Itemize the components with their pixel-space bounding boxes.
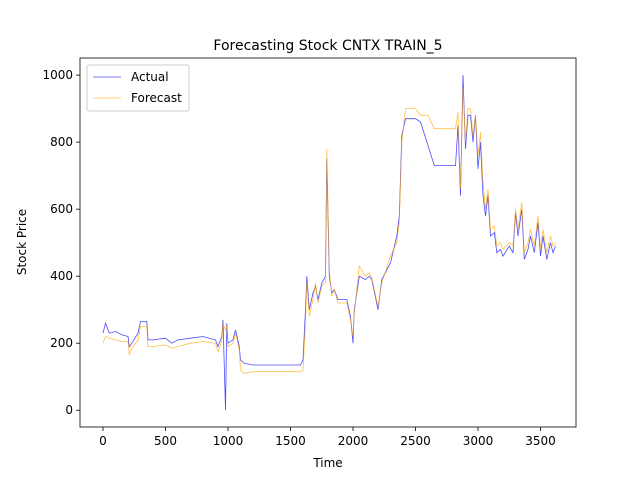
y-tick-label: 0 [65, 403, 73, 417]
x-tick-label: 1000 [213, 434, 244, 448]
x-tick-label: 2000 [338, 434, 369, 448]
x-axis-label: Time [312, 456, 342, 470]
y-tick-label: 800 [50, 135, 73, 149]
series-line [102, 88, 556, 374]
plot-frame [79, 57, 577, 428]
x-tick-label: 0 [99, 434, 107, 448]
x-tick-label: 3500 [525, 434, 556, 448]
x-tick-label: 3000 [463, 434, 494, 448]
y-axis-label: Stock Price [15, 209, 29, 275]
y-tick-label: 600 [50, 202, 73, 216]
y-tick-label: 400 [50, 269, 73, 283]
legend-label: Actual [131, 70, 169, 84]
chart-title: Forecasting Stock CNTX TRAIN_5 [213, 38, 442, 54]
legend-box [86, 64, 190, 112]
x-tick-label: 2500 [400, 434, 431, 448]
series-line [102, 75, 556, 411]
x-tick-label: 1500 [275, 434, 306, 448]
y-tick-label: 200 [50, 336, 73, 350]
legend-label: Forecast [131, 91, 182, 105]
x-tick-label: 500 [154, 434, 177, 448]
y-tick-label: 1000 [42, 68, 73, 82]
